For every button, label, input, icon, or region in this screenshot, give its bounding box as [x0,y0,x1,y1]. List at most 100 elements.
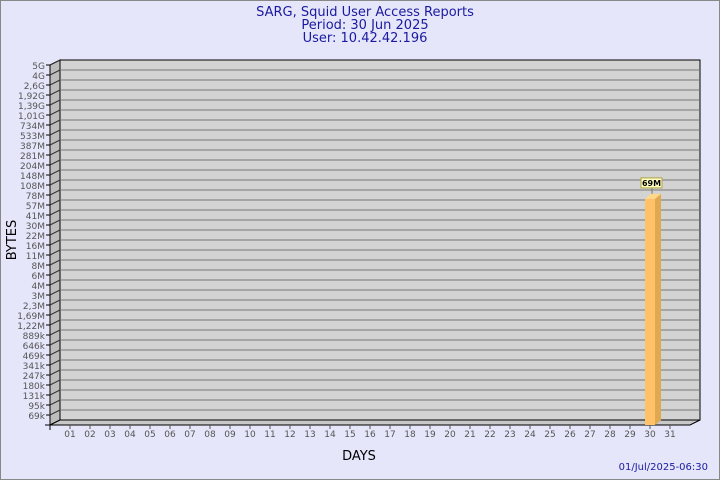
y-tick-label: 16M [26,242,45,252]
y-tick-label: 533M [20,132,45,142]
y-tick-link [49,409,61,416]
y-tick-link [49,259,61,266]
x-tick-label: 14 [324,430,336,440]
y-tick-link [49,129,61,136]
y-tick-link [49,249,61,256]
x-tick-label: 27 [584,430,595,440]
y-tick-label: 4M [32,282,46,292]
y-tick-label: 108M [20,182,45,192]
y-tick-label: 57M [26,202,45,212]
y-tick-label: 180k [23,382,46,392]
y-tick-link [49,359,61,366]
x-tick-label: 20 [444,430,456,440]
y-tick-link [49,139,61,146]
y-tick-link [49,209,61,216]
y-tick-link [49,269,61,276]
y-tick-label: 889k [23,332,46,342]
x-tick-label: 02 [84,430,95,440]
y-tick-label: 4G [32,72,45,82]
y-tick-label: 69k [28,412,45,422]
y-tick-link [49,149,61,156]
x-tick-label: 19 [424,430,436,440]
x-tick-label: 06 [164,430,176,440]
x-tick-label: 07 [184,430,195,440]
footer-timestamp: 01/Jul/2025-06:30 [619,462,708,473]
bar-label: 69M [642,179,661,188]
y-tick-label: 22M [26,232,45,242]
x-tick-label: 03 [104,430,115,440]
x-tick-label: 05 [144,430,155,440]
y-tick-label: 8M [32,262,46,272]
y-tick-link [49,309,61,316]
y-tick-link [49,229,61,236]
x-tick-label: 28 [604,430,616,440]
y-tick-label: 3M [32,292,46,302]
y-tick-link [49,379,61,386]
chart-title: SARG, Squid User Access Reports [256,5,474,20]
x-tick-label: 12 [284,430,295,440]
floor [49,419,701,426]
y-tick-label: 2,3M [23,302,45,312]
y-tick-link [49,59,61,66]
y-tick-label: 95k [28,402,45,412]
y-tick-label: 1,22M [17,322,45,332]
y-tick-link [49,349,61,356]
y-tick-link [49,109,61,116]
y-tick-link [49,219,61,226]
x-tick-label: 25 [544,430,555,440]
y-tick-link [49,159,61,166]
chart-period: Period: 30 Jun 2025 [301,18,428,33]
y-tick-link [49,199,61,206]
x-tick-label: 29 [624,430,636,440]
y-tick-link [49,319,61,326]
y-tick-label: 341k [23,362,46,372]
y-tick-link [49,189,61,196]
y-tick-link [49,299,61,306]
y-axis-label: BYTES [5,220,20,261]
x-tick-label: 09 [224,430,236,440]
x-tick-label: 01 [64,430,75,440]
chart-user: User: 10.42.42.196 [303,31,428,46]
x-tick-label: 10 [244,430,256,440]
x-tick-label: 11 [264,430,275,440]
y-tick-label: 148M [20,172,45,182]
y-tick-label: 734M [20,122,45,132]
x-tick-label: 17 [384,430,395,440]
x-tick-label: 13 [304,430,315,440]
y-tick-link [49,119,61,126]
y-tick-link [49,279,61,286]
bar-top [645,193,661,199]
x-tick-label: 16 [364,430,376,440]
y-tick-label: 5G [32,62,45,72]
x-tick-label: 31 [664,430,675,440]
y-tick-link [49,179,61,186]
y-tick-link [49,329,61,336]
bar-side [655,193,661,425]
y-tick-link [49,79,61,86]
y-tick-label: 387M [20,142,45,152]
y-tick-label: 11M [26,252,45,262]
x-tick-label: 15 [344,430,355,440]
y-tick-label: 1,69M [17,312,45,322]
x-tick-label: 24 [524,430,536,440]
y-tick-label: 469k [23,352,46,362]
y-tick-link [49,369,61,376]
y-tick-link [49,389,61,396]
y-tick-label: 78M [26,192,45,202]
x-tick-label: 18 [404,430,416,440]
x-tick-label: 23 [504,430,515,440]
y-tick-link [49,399,61,406]
y-tick-label: 1,39G [18,102,45,112]
y-tick-label: 41M [26,212,45,222]
y-tick-label: 646k [23,342,46,352]
y-tick-link [49,99,61,106]
y-tick-label: 204M [20,162,45,172]
x-tick-label: 30 [644,430,656,440]
x-tick-label: 22 [484,430,495,440]
x-tick-label: 26 [564,430,576,440]
y-tick-label: 281M [20,152,45,162]
bar-label-box [640,177,663,189]
y-tick-label: 247k [23,372,46,382]
y-tick-label: 1,92G [18,92,45,102]
